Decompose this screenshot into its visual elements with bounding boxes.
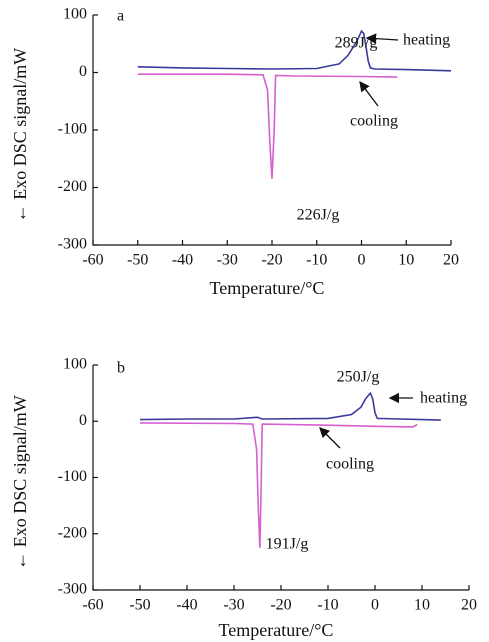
y-tick-label: -100 [58,468,87,485]
annotation: 250J/g [337,369,380,386]
annotation: cooling [350,113,398,130]
series-line [137,29,452,72]
y-axis-label: ← Exo DSC signal/mW [10,395,30,570]
x-tick-label: -10 [306,252,327,269]
arrow [359,80,379,107]
y-axis-label: ← Exo DSC signal/mW [10,48,30,223]
y-tick-label: -300 [58,236,87,253]
annotation: 289J/g [335,35,378,52]
annotation: 191J/g [266,536,309,553]
annotation: 226J/g [297,207,340,224]
axes [92,15,451,246]
x-tick-label: -50 [129,597,150,614]
x-tick-label: 0 [371,597,379,614]
annotation: b [117,360,125,377]
x-tick-label: -30 [223,597,244,614]
x-tick-label: 10 [398,252,414,269]
y-tick-label: 100 [63,356,87,373]
annotation: heating [420,390,467,407]
y-tick-label: 0 [79,63,87,80]
x-tick-label: 0 [358,252,366,269]
y-tick-label: -300 [58,581,87,598]
axes [92,365,469,591]
x-tick-label: -50 [127,252,148,269]
x-tick-label: 10 [414,597,430,614]
x-tick-label: -10 [317,597,338,614]
y-tick-label: -200 [58,178,87,195]
series-line [139,422,418,548]
x-tick-label: 20 [443,252,459,269]
x-tick-label: -20 [261,252,282,269]
arrow [365,33,399,44]
arrow [319,427,341,449]
x-axis-label: Temperature/°C [210,278,325,298]
annotation: heating [403,32,450,49]
x-tick-label: -40 [172,252,193,269]
x-tick-label: 20 [461,597,477,614]
x-tick-label: -40 [176,597,197,614]
x-tick-label: -20 [270,597,291,614]
y-tick-label: 0 [79,412,87,429]
x-axis-label: Temperature/°C [219,620,334,640]
x-tick-label: -60 [82,252,103,269]
y-tick-label: -200 [58,524,87,541]
series-line [137,73,398,179]
annotation: cooling [326,456,374,473]
y-tick-label: -100 [58,121,87,138]
x-tick-label: -30 [217,252,238,269]
y-tick-label: 100 [63,6,87,23]
annotation: a [117,8,124,25]
series-line [139,391,441,421]
x-tick-label: -60 [82,597,103,614]
